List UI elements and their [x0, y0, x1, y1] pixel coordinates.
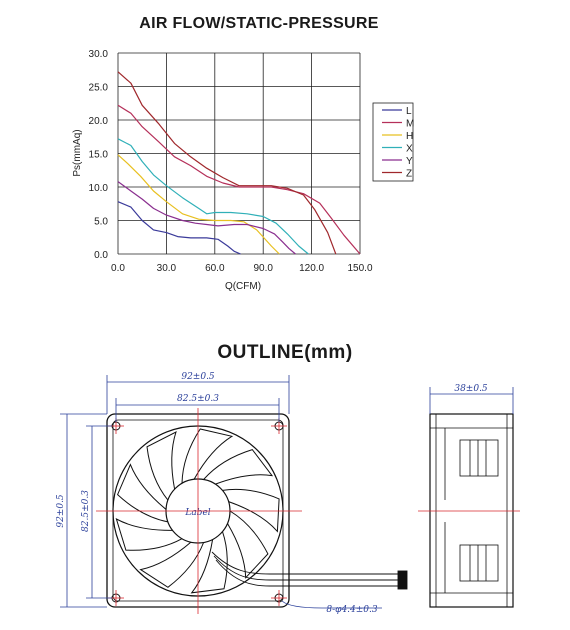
- y-tick-label: 15.0: [89, 150, 109, 161]
- y-axis-label: Ps(mmAq): [72, 129, 83, 176]
- front-view-drawing: Label: [56, 372, 408, 615]
- hole-count-dimension: 8-φ4.4±0.3: [326, 605, 378, 615]
- chart-title: AIR FLOW/STATIC-PRESSURE: [139, 15, 379, 32]
- x-tick-label: 30.0: [157, 263, 177, 274]
- series-line-y: [117, 181, 296, 255]
- fan-blade: [146, 431, 177, 501]
- series-line-l: [117, 201, 241, 255]
- legend-label: Y: [406, 156, 413, 167]
- height-hole-dimension: 82.5±0.3: [81, 490, 91, 532]
- fan-blade: [117, 463, 169, 523]
- fan-blade: [226, 510, 269, 579]
- y-tick-label: 0.0: [94, 250, 108, 261]
- y-tick-label: 20.0: [89, 116, 109, 127]
- side-dimensions: [429, 387, 514, 414]
- side-frame: [429, 413, 514, 608]
- x-tick-label: 90.0: [253, 263, 273, 274]
- fan-wires: [211, 551, 408, 590]
- legend-label: M: [406, 119, 414, 130]
- fan-blades: [115, 428, 280, 594]
- x-tick-label: 150.0: [347, 263, 372, 274]
- series-line-h: [117, 154, 280, 255]
- y-tick-label: 30.0: [89, 49, 109, 60]
- hub-label: Label: [184, 508, 210, 518]
- front-dimensions: [60, 375, 382, 609]
- legend-label: L: [406, 106, 412, 117]
- y-tick-labels: 0.0 5.0 10.0 15.0 20.0 25.0 30.0: [89, 49, 109, 261]
- y-tick-label: 5.0: [94, 217, 108, 228]
- legend-label: H: [406, 131, 413, 142]
- x-tick-labels: 0.0 30.0 60.0 90.0 120.0 150.0: [111, 263, 373, 274]
- fan-blade: [190, 530, 228, 594]
- width-hole-dimension: 82.5±0.3: [177, 394, 219, 404]
- depth-dimension: 38±0.5: [454, 384, 488, 394]
- legend-label: X: [406, 144, 413, 155]
- y-tick-label: 10.0: [89, 183, 109, 194]
- x-axis-label: Q(CFM): [225, 281, 261, 292]
- legend-label: Z: [406, 169, 412, 180]
- fan-blade: [181, 428, 234, 485]
- y-tick-label: 25.0: [89, 83, 109, 94]
- x-tick-label: 0.0: [111, 263, 125, 274]
- fan-blade: [202, 449, 274, 485]
- chart-series: [117, 71, 361, 255]
- x-tick-label: 120.0: [299, 263, 324, 274]
- outline-title: OUTLINE(mm): [217, 342, 353, 363]
- fan-blade: [115, 517, 183, 551]
- series-line-x: [117, 138, 309, 255]
- width-outer-dimension: 92±0.5: [181, 372, 215, 382]
- series-line-z: [117, 71, 337, 255]
- height-outer-dimension: 92±0.5: [56, 494, 66, 528]
- side-view-drawing: 38±0.5: [418, 384, 520, 608]
- pq-chart: 0.0 30.0 60.0 90.0 120.0 150.0 0.0 5.0 10.0 15.0…: [72, 49, 414, 292]
- chart-grid: [117, 52, 361, 255]
- fan-blade: [139, 541, 205, 588]
- legend-box: [372, 102, 414, 182]
- series-line-m: [117, 104, 361, 255]
- fan-blade: [221, 488, 280, 533]
- x-tick-label: 60.0: [205, 263, 225, 274]
